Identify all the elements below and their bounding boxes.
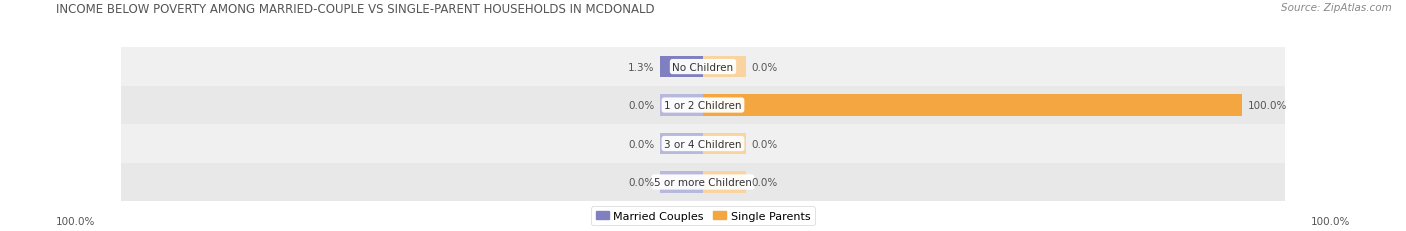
Text: 100.0%: 100.0% <box>1310 216 1350 226</box>
Text: 5 or more Children: 5 or more Children <box>654 177 752 187</box>
Text: 0.0%: 0.0% <box>752 177 778 187</box>
Bar <box>659 95 703 116</box>
Bar <box>703 95 1241 116</box>
Text: 0.0%: 0.0% <box>628 139 655 149</box>
Text: 1.3%: 1.3% <box>628 62 655 72</box>
Text: 0.0%: 0.0% <box>752 139 778 149</box>
Bar <box>659 172 703 193</box>
Text: 100.0%: 100.0% <box>56 216 96 226</box>
Bar <box>703 133 747 155</box>
Text: 100.0%: 100.0% <box>1247 101 1286 111</box>
Bar <box>703 57 747 78</box>
Text: 3 or 4 Children: 3 or 4 Children <box>664 139 742 149</box>
Text: INCOME BELOW POVERTY AMONG MARRIED-COUPLE VS SINGLE-PARENT HOUSEHOLDS IN MCDONAL: INCOME BELOW POVERTY AMONG MARRIED-COUPL… <box>56 3 655 16</box>
Text: 0.0%: 0.0% <box>752 62 778 72</box>
Text: No Children: No Children <box>672 62 734 72</box>
Bar <box>659 133 703 155</box>
Text: 1 or 2 Children: 1 or 2 Children <box>664 101 742 111</box>
Bar <box>121 163 1285 201</box>
Text: 0.0%: 0.0% <box>628 177 655 187</box>
Bar <box>121 48 1285 86</box>
Bar <box>703 172 747 193</box>
Bar <box>121 125 1285 163</box>
Bar <box>121 86 1285 125</box>
Legend: Married Couples, Single Parents: Married Couples, Single Parents <box>592 207 814 225</box>
Text: 0.0%: 0.0% <box>628 101 655 111</box>
Bar <box>659 57 703 78</box>
Text: Source: ZipAtlas.com: Source: ZipAtlas.com <box>1281 3 1392 13</box>
